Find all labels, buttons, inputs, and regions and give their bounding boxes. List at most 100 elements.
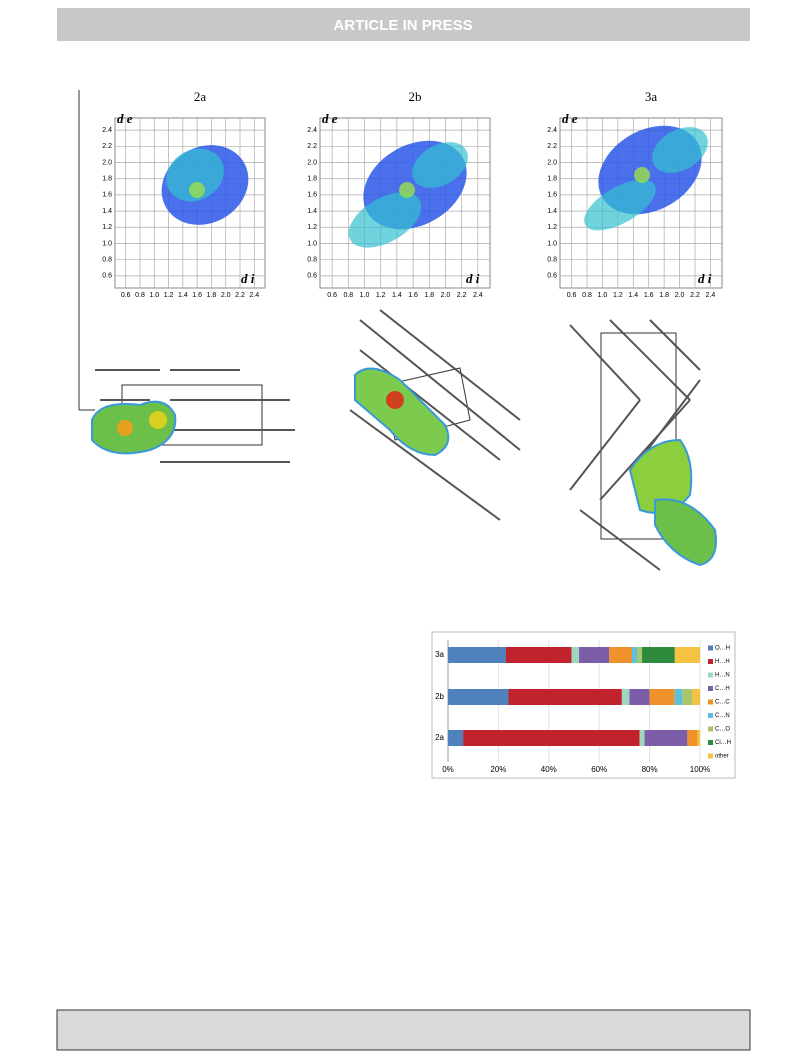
bar-segment — [692, 689, 700, 705]
y-axis-label: d e — [562, 111, 578, 126]
x-tick-label: 20% — [490, 765, 506, 774]
legend-label: other — [715, 754, 729, 760]
y-tick-label: 1.0 — [547, 240, 557, 247]
bar-segment — [448, 647, 506, 663]
bar-segment — [637, 647, 643, 663]
x-tick-label: 1.6 — [408, 292, 418, 299]
y-tick-label: 2.4 — [102, 127, 112, 134]
y-tick-label: 2b — [435, 692, 444, 701]
y-tick-label: 2.4 — [547, 127, 557, 134]
x-tick-label: 0.6 — [327, 292, 337, 299]
bar-segment — [687, 730, 698, 746]
bar-segment — [674, 689, 683, 705]
packing-2b — [349, 309, 521, 521]
bar-segment — [508, 689, 622, 705]
fingerprint-core — [399, 182, 415, 198]
y-tick-label: 2.4 — [307, 127, 317, 134]
x-tick-label: 2.0 — [675, 292, 685, 299]
x-tick-label: 60% — [591, 765, 607, 774]
bar-segment — [642, 647, 675, 663]
y-tick-label: 1.6 — [547, 192, 557, 199]
fingerprint-cloud — [584, 179, 656, 231]
x-tick-label: 1.6 — [192, 292, 202, 299]
plot-label: 2a — [194, 89, 207, 104]
legend-label: C…C — [715, 700, 730, 706]
x-tick-label: 100% — [690, 765, 710, 774]
y-tick-label: 2.0 — [102, 159, 112, 166]
plot-label: 2b — [409, 89, 422, 104]
bar-segment — [571, 647, 580, 663]
x-tick-label: 80% — [642, 765, 658, 774]
x-tick-label: 0.8 — [582, 292, 592, 299]
x-axis-label: d i — [241, 271, 255, 286]
y-axis-label: d e — [117, 111, 133, 126]
legend-label: C…N — [715, 713, 730, 719]
bar-segment — [579, 647, 610, 663]
legend-label: O…H — [715, 646, 730, 652]
legend-swatch — [708, 740, 713, 745]
x-tick-label: 1.2 — [164, 292, 174, 299]
x-axis-label: d i — [466, 271, 480, 286]
packing-2a — [91, 369, 295, 463]
x-tick-label: 1.4 — [392, 292, 402, 299]
x-tick-label: 1.0 — [598, 292, 608, 299]
y-tick-label: 0.8 — [307, 257, 317, 264]
x-tick-label: 2.0 — [441, 292, 451, 299]
y-tick-label: 1.4 — [307, 208, 317, 215]
x-tick-label: 2.2 — [457, 292, 467, 299]
x-tick-label: 0.6 — [121, 292, 131, 299]
y-tick-label: 1.0 — [102, 240, 112, 247]
legend-label: H…N — [715, 673, 730, 679]
y-tick-label: 0.8 — [102, 257, 112, 264]
y-tick-label: 1.0 — [307, 240, 317, 247]
bar-segment — [649, 689, 675, 705]
bar-segment — [505, 647, 572, 663]
bar-segment — [609, 647, 632, 663]
x-tick-label: 1.6 — [644, 292, 654, 299]
y-tick-label: 1.8 — [102, 176, 112, 183]
bar-segment — [682, 689, 693, 705]
bar-segment — [639, 730, 645, 746]
x-tick-label: 2.4 — [473, 292, 483, 299]
legend-label: Cl…H — [715, 740, 731, 746]
x-tick-label: 1.4 — [628, 292, 638, 299]
legend-swatch — [708, 659, 713, 664]
x-tick-label: 1.0 — [360, 292, 370, 299]
y-tick-label: 1.2 — [307, 224, 317, 231]
packing-3a — [569, 319, 717, 571]
bar-segment — [674, 647, 700, 663]
bar-segment — [697, 730, 700, 746]
y-tick-label: 0.6 — [547, 273, 557, 280]
header-bar — [57, 8, 750, 41]
y-tick-label: 1.8 — [307, 176, 317, 183]
legend-label: C…H — [715, 686, 730, 692]
legend-label: H…H — [715, 659, 730, 665]
legend-swatch — [708, 672, 713, 678]
y-tick-label: 1.6 — [102, 192, 112, 199]
y-axis-label: d e — [322, 111, 338, 126]
x-tick-label: 0% — [442, 765, 454, 774]
plot-label: 3a — [645, 89, 658, 104]
legend-swatch — [708, 645, 713, 651]
x-tick-label: 40% — [541, 765, 557, 774]
footer-bar — [56, 1009, 751, 1051]
y-tick-label: 2.2 — [307, 143, 317, 150]
y-tick-label: 2.0 — [547, 159, 557, 166]
header-title: ARTICLE IN PRESS — [333, 17, 472, 34]
bar-segment — [644, 730, 688, 746]
bar-segment — [621, 689, 630, 705]
y-tick-label: 0.6 — [307, 273, 317, 280]
legend-swatch — [708, 713, 713, 718]
x-tick-label: 1.8 — [207, 292, 217, 299]
legend-label: C…O — [715, 727, 730, 733]
y-tick-label: 2a — [435, 733, 444, 742]
legend-swatch — [708, 726, 713, 732]
fingerprint-cloud — [166, 148, 224, 202]
fingerprint-core — [189, 182, 205, 198]
x-tick-label: 2.4 — [706, 292, 716, 299]
y-tick-label: 1.2 — [547, 224, 557, 231]
fingerprint-cloud — [652, 127, 708, 173]
y-tick-label: 2.2 — [102, 143, 112, 150]
x-tick-label: 2.2 — [235, 292, 245, 299]
